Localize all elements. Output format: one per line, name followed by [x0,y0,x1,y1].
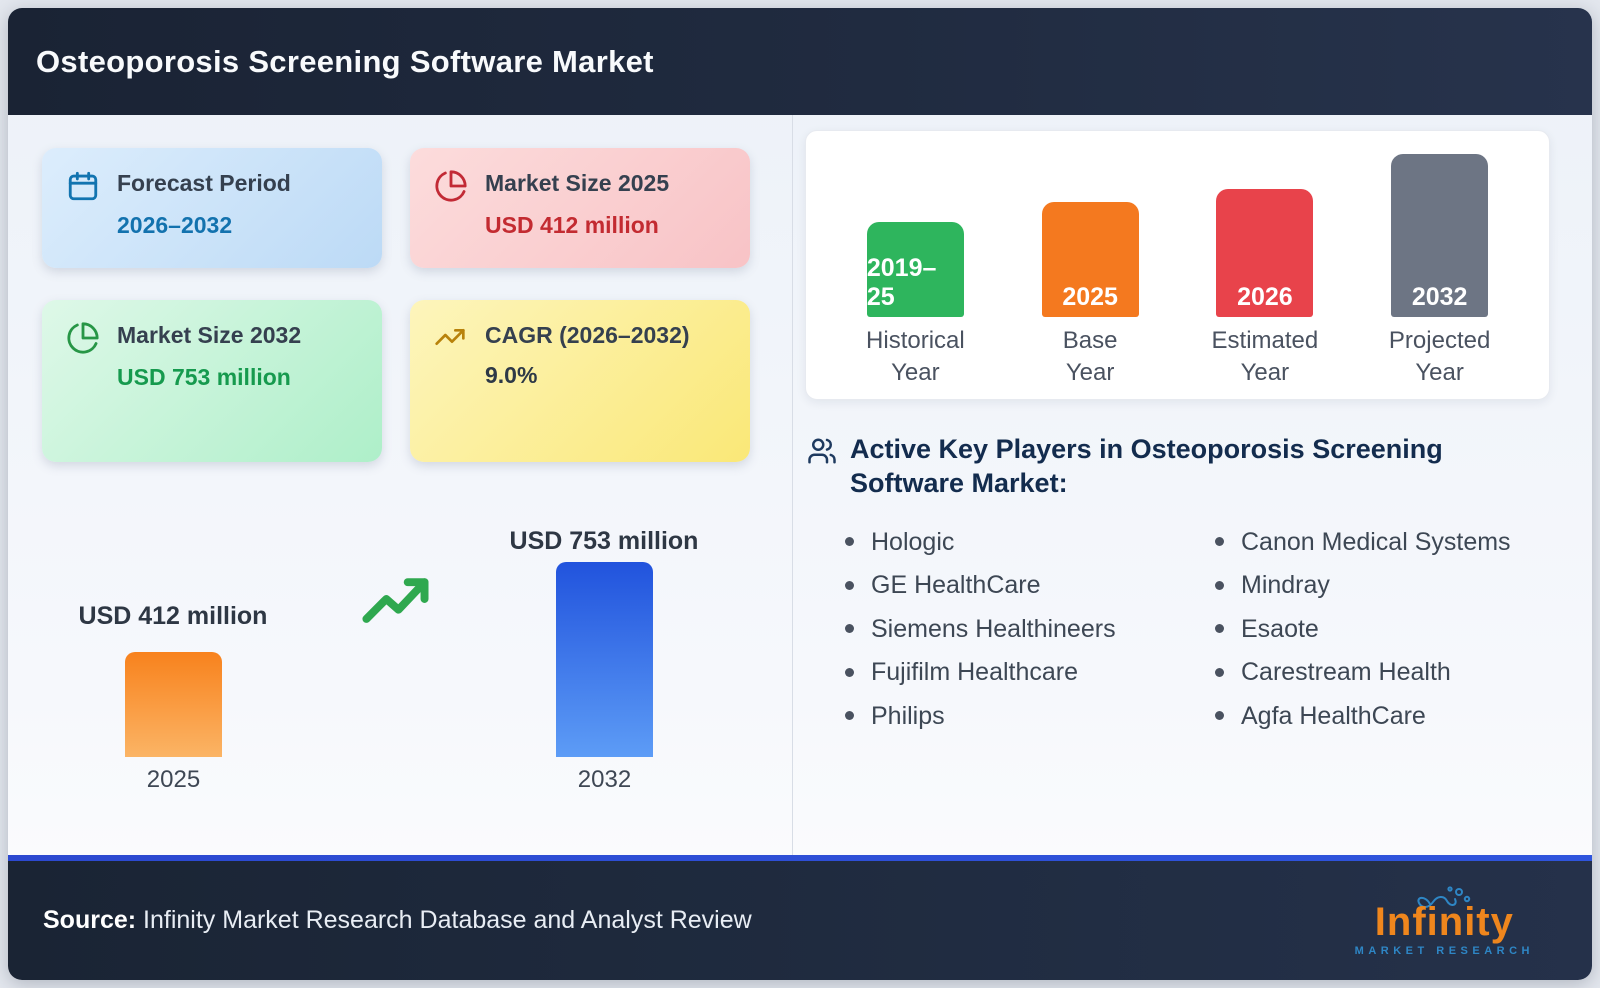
stat-card-title: Market Size 2032 [117,322,302,348]
pie-chart-icon [434,168,470,252]
body: Forecast Period 2026–2032 Market Size 20… [8,115,1592,855]
infinity-symbol-icon [1417,886,1471,908]
list-item: GE HealthCare [845,569,1215,602]
source-label: Source: [43,906,137,934]
stat-card-title: CAGR (2026–2032) [485,322,690,348]
stat-card-title: Forecast Period [117,170,291,196]
timeline-caption: Projected Year [1388,327,1491,386]
logo-subtitle: MARKET RESEARCH [1354,945,1534,957]
timeline-bar-label: 2025 [1062,283,1118,311]
timeline-column-historical: 2019–25 Historical Year [828,131,1003,391]
infinity-logo: Infinity MARKET RESEARCH [1355,884,1534,957]
timeline-column-projected: 2032 Projected Year [1352,131,1527,391]
header-bar: Osteoporosis Screening Software Market [8,8,1592,115]
stat-card-value: USD 753 million [117,364,291,391]
stat-card-cagr: CAGR (2026–2032) 9.0% [410,300,750,462]
key-players-list-left: Hologic GE HealthCare Siemens Healthinee… [845,526,1215,744]
list-item: Carestream Health [1215,656,1511,689]
bar-2032 [556,562,653,757]
stat-card-grid: Forecast Period 2026–2032 Market Size 20… [42,148,750,462]
calendar-icon [66,168,102,252]
list-item: Mindray [1215,569,1511,602]
footer-bar: Source: Infinity Market Research Databas… [8,861,1592,980]
bar-value-label-2032: USD 753 million [509,527,699,555]
timeline-bar-estimated: 2026 [1216,189,1314,317]
timeline-column-base: 2025 Base Year [1003,131,1178,391]
page-title: Osteoporosis Screening Software Market [36,43,654,79]
infographic-frame: Osteoporosis Screening Software Market F… [8,8,1592,980]
timeline-bar-label: 2032 [1411,283,1468,311]
stat-card-forecast-period: Forecast Period 2026–2032 [42,148,382,268]
list-item: Hologic [845,526,1215,559]
growth-arrow-icon [360,573,434,630]
logo-wordmark: Infinity [1374,900,1514,944]
trending-up-icon [434,320,470,446]
footer-accent-line [8,855,1592,861]
market-growth-chart: USD 412 million 2025 USD 753 million 203… [8,115,792,855]
list-item: Agfa HealthCare [1215,700,1511,733]
pie-chart-icon [66,320,102,446]
list-item: Siemens Healthineers [845,613,1215,646]
bar-category-2032: 2032 [577,766,632,793]
list-item: Philips [845,700,1215,733]
stat-card-value: 9.0% [485,362,538,389]
stat-card-value: USD 412 million [485,212,659,239]
timeline-bar-label: 2019–25 [866,254,937,311]
bar-2025 [125,652,222,757]
users-icon [807,433,837,471]
stat-card-value: 2026–2032 [117,212,233,239]
timeline-caption: Historical Year [866,327,965,386]
list-item: Fujifilm Healthcare [845,656,1215,689]
list-item: Canon Medical Systems [1215,526,1511,559]
key-players-heading: Active Key Players in Osteoporosis Scree… [850,434,1443,498]
timeline-caption: Estimated Year [1211,327,1319,386]
source-note: Source: Infinity Market Research Databas… [43,906,752,935]
stat-card-market-size-2025: Market Size 2025 USD 412 million [410,148,750,268]
list-item: Esaote [1215,613,1511,646]
stat-card-title: Market Size 2025 [485,170,670,196]
source-text: Infinity Market Research Database and An… [143,906,752,934]
stat-card-market-size-2032: Market Size 2032 USD 753 million [42,300,382,462]
summary-panel: Forecast Period 2026–2032 Market Size 20… [8,115,793,855]
key-players-list-right: Canon Medical Systems Mindray Esaote Car… [1215,526,1511,744]
timeline-column-estimated: 2026 Estimated Year [1178,131,1353,391]
bar-value-label-2025: USD 412 million [78,602,268,630]
timeline-bar-projected: 2032 [1391,154,1489,317]
timeline-bar-historical: 2019–25 [866,222,964,317]
timeline-caption: Base Year [1062,327,1118,386]
study-timeline-chart: 2019–25 Historical Year 2025 [805,130,1550,400]
timeline-bar-label: 2026 [1237,283,1293,311]
detail-panel: 2019–25 Historical Year 2025 [793,115,1592,855]
key-players-section: Active Key Players in Osteoporosis Scree… [807,433,1576,743]
timeline-bar-base: 2025 [1041,202,1139,317]
bar-category-2025: 2025 [146,766,201,793]
